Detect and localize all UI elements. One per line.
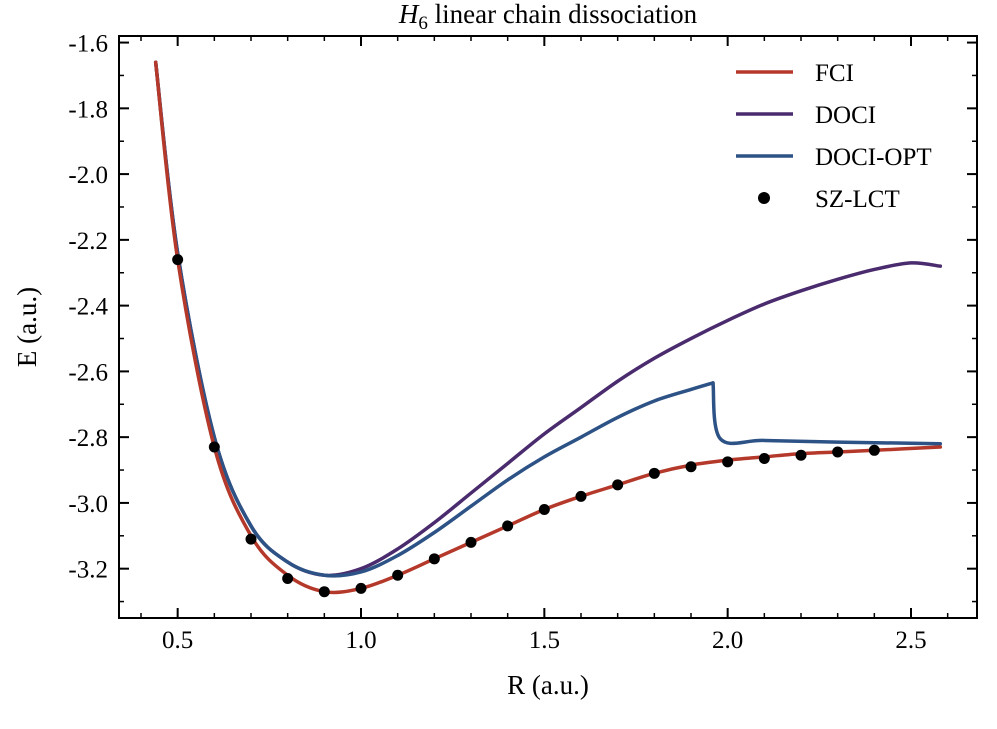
y-tick-label: -2.2 bbox=[68, 228, 108, 255]
y-tick-label: -2.8 bbox=[68, 425, 108, 452]
y-tick-label: -1.6 bbox=[68, 31, 108, 58]
series-doci-opt bbox=[153, 60, 943, 578]
data-point-sz-lct bbox=[868, 444, 880, 456]
y-tick-label: -2.0 bbox=[68, 162, 108, 189]
data-point-sz-lct bbox=[502, 520, 514, 532]
series-layer bbox=[153, 60, 943, 598]
y-tick-label: -3.2 bbox=[68, 557, 108, 584]
x-tick-label: 1.0 bbox=[345, 627, 376, 654]
data-point-sz-lct bbox=[355, 582, 367, 594]
legend-item-doci-opt: DOCI-OPT bbox=[736, 144, 932, 171]
data-point-sz-lct bbox=[282, 573, 294, 585]
y-tick-label: -1.8 bbox=[68, 96, 108, 123]
data-point-sz-lct bbox=[538, 503, 550, 515]
x-tick-label: 2.5 bbox=[895, 627, 926, 654]
data-point-sz-lct bbox=[318, 586, 330, 598]
y-axis-label: E (a.u.) bbox=[12, 287, 42, 367]
chart-title: H6 linear chain dissociation bbox=[398, 0, 698, 34]
x-tick-label: 2.0 bbox=[712, 627, 743, 654]
data-point-sz-lct bbox=[722, 456, 734, 468]
legend-item-sz-lct: SZ-LCT bbox=[758, 186, 900, 213]
ticks-layer: 0.5 1.0 1.5 2.0 2.5 -3.2 -3.0 -2.8 -2.6 -2.4 -2.2 -… bbox=[68, 31, 977, 654]
series-sz-lct bbox=[172, 254, 880, 598]
legend-label: SZ-LCT bbox=[815, 186, 900, 213]
series-line-doci-opt-seg-1 bbox=[153, 60, 715, 578]
plot-frame bbox=[118, 35, 978, 619]
data-point-sz-lct bbox=[575, 490, 587, 502]
y-tick-label: -3.0 bbox=[68, 491, 108, 518]
x-tick-label: 0.5 bbox=[162, 627, 193, 654]
data-point-sz-lct bbox=[795, 449, 807, 461]
data-point-sz-lct bbox=[428, 553, 440, 565]
legend-label: DOCI bbox=[815, 102, 876, 129]
legend-label: DOCI-OPT bbox=[815, 144, 932, 171]
data-point-sz-lct bbox=[648, 467, 660, 479]
x-axis-label: R (a.u.) bbox=[507, 670, 589, 700]
data-point-sz-lct bbox=[612, 479, 624, 491]
data-point-sz-lct bbox=[208, 441, 220, 453]
legend-item-fci: FCI bbox=[736, 60, 854, 87]
chart-title-symbol: H bbox=[398, 0, 420, 29]
legend-item-doci: DOCI bbox=[736, 102, 876, 129]
data-point-sz-lct bbox=[685, 461, 697, 473]
chart-title-rest: linear chain dissociation bbox=[428, 0, 698, 29]
legend-swatch bbox=[758, 192, 770, 204]
data-point-sz-lct bbox=[245, 533, 257, 545]
y-tick-label: -2.6 bbox=[68, 359, 108, 386]
data-point-sz-lct bbox=[758, 453, 770, 465]
data-point-sz-lct bbox=[392, 569, 404, 581]
series-line-doci-opt-seg-2 bbox=[711, 381, 943, 446]
chart-title-subscript: 6 bbox=[418, 13, 428, 34]
data-point-sz-lct bbox=[465, 536, 477, 548]
legend: FCI DOCI DOCI-OPT SZ-LCT bbox=[736, 60, 932, 213]
y-tick-label: -2.4 bbox=[68, 294, 108, 321]
data-point-sz-lct bbox=[832, 446, 844, 458]
legend-label: FCI bbox=[815, 60, 854, 87]
data-point-sz-lct bbox=[172, 254, 184, 266]
x-tick-label: 1.5 bbox=[529, 627, 560, 654]
